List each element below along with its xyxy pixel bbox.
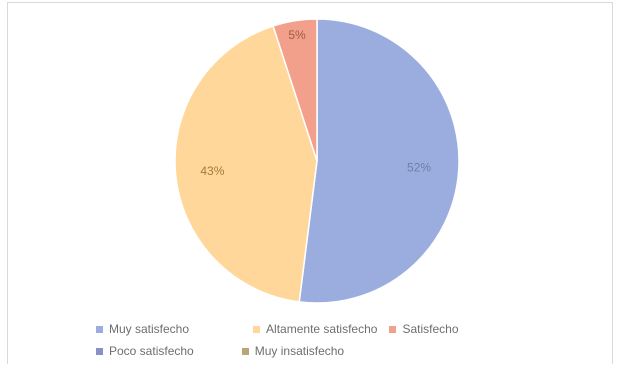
legend-item-poco-satisfecho: Poco satisfecho [96, 344, 194, 358]
slice-label-muy-satisfecho: 52% [407, 160, 431, 174]
legend-label-muy-satisfecho: Muy satisfecho [109, 322, 190, 336]
pie-slice-satisfecho [272, 18, 318, 162]
legend-row-1: Muy satisfecho Altamente satisfecho Sati… [96, 318, 576, 340]
legend-label-poco-satisfecho: Poco satisfecho [109, 344, 194, 358]
legend: Muy satisfecho Altamente satisfecho Sati… [96, 318, 576, 362]
legend-item-satisfecho: Satisfecho [389, 322, 459, 336]
legend-swatch-muy-satisfecho [96, 325, 103, 333]
pie-slice-altamente-satisfecho [174, 25, 318, 303]
legend-row-2: Poco satisfecho Muy insatisfecho [96, 340, 576, 362]
legend-label-satisfecho: Satisfecho [402, 322, 459, 336]
slice-labels: 52% 43% 5% [200, 28, 431, 178]
slice-label-satisfecho: 5% [288, 28, 306, 42]
pie-slice-muy-satisfecho [298, 18, 460, 304]
legend-item-altamente-satisfecho: Altamente satisfecho [253, 322, 377, 336]
pie-chart: 52% 43% 5% [174, 18, 460, 304]
legend-swatch-muy-insatisfecho [241, 347, 249, 355]
legend-item-muy-satisfecho: Muy satisfecho [96, 322, 189, 336]
legend-swatch-poco-satisfecho [96, 347, 103, 355]
slice-label-altamente-satisfecho: 43% [200, 164, 224, 178]
legend-item-muy-insatisfecho: Muy insatisfecho [241, 344, 345, 358]
pie-slices [174, 18, 460, 304]
legend-swatch-satisfecho [389, 325, 397, 333]
legend-label-altamente-satisfecho: Altamente satisfecho [266, 322, 378, 336]
legend-label-muy-insatisfecho: Muy insatisfecho [254, 344, 345, 358]
legend-swatch-altamente-satisfecho [253, 325, 261, 333]
chart-frame: 52% 43% 5% Muy satisfecho Altamente satisf… [7, 2, 613, 364]
